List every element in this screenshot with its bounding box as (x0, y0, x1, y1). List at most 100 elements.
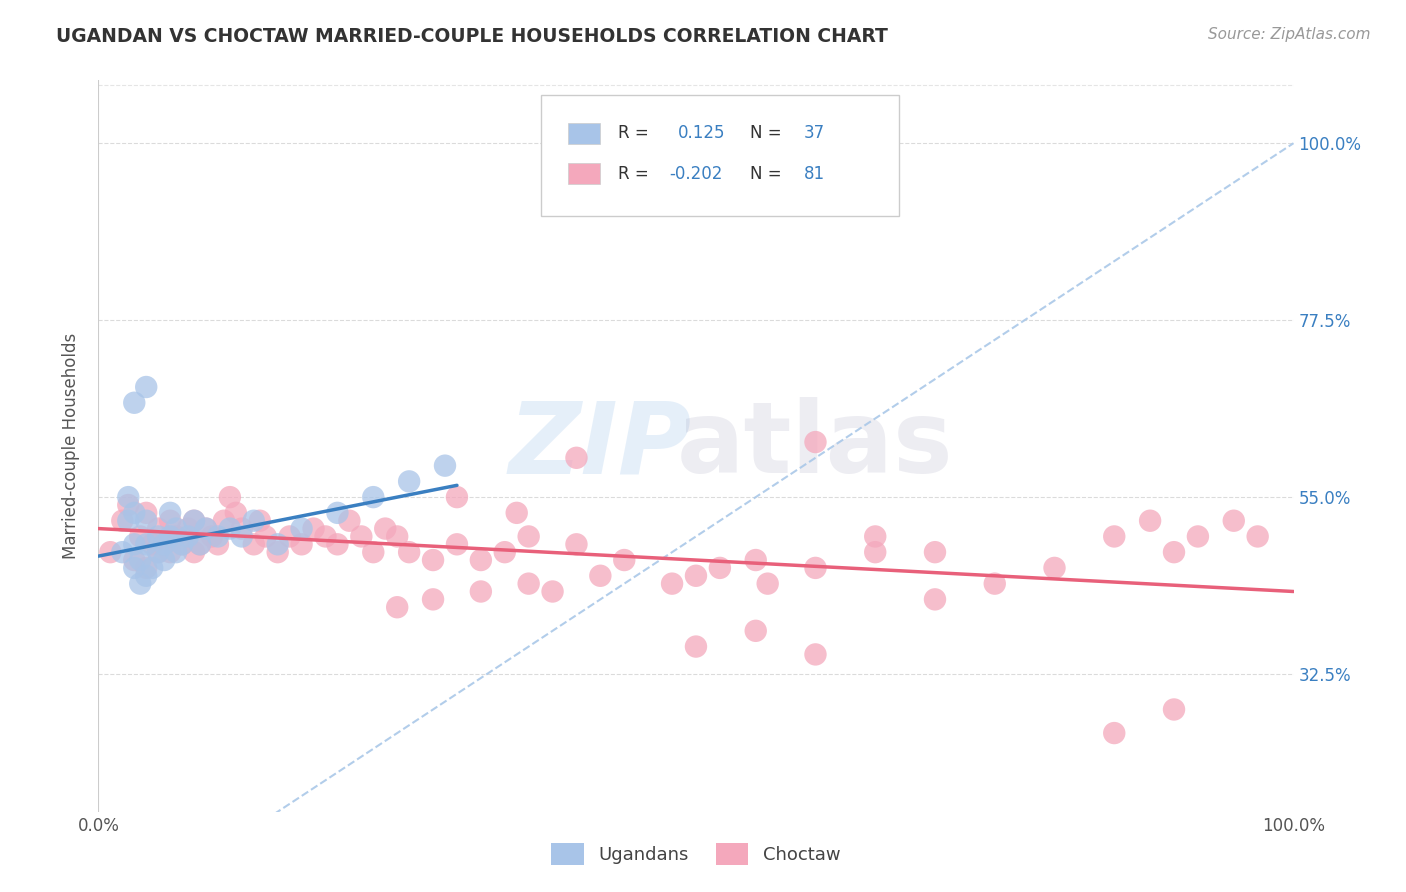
Point (201, 529, 224, 543)
Point (249, 514, 271, 528)
Text: R =: R = (619, 164, 650, 183)
Point (183, 514, 205, 528)
Point (117, 498, 139, 512)
Point (685, 568, 707, 582)
Point (153, 537, 176, 551)
Point (117, 514, 139, 528)
Text: UGANDAN VS CHOCTAW MARRIED-COUPLE HOUSEHOLDS CORRELATION CHART: UGANDAN VS CHOCTAW MARRIED-COUPLE HOUSEH… (56, 27, 889, 45)
Point (1139, 514, 1161, 528)
Point (924, 545, 946, 559)
Point (565, 450, 588, 465)
Point (153, 553, 176, 567)
Point (398, 475, 420, 489)
Point (159, 545, 181, 559)
Text: -0.202: -0.202 (669, 164, 723, 183)
Point (124, 537, 146, 551)
Point (446, 490, 468, 504)
Point (159, 514, 181, 528)
Point (267, 537, 290, 551)
Text: 37: 37 (804, 124, 825, 143)
Point (124, 553, 146, 567)
Point (924, 592, 946, 607)
Point (315, 529, 337, 543)
Point (1163, 545, 1185, 559)
Point (1104, 726, 1126, 740)
Point (541, 584, 564, 599)
Point (207, 529, 229, 543)
Text: Source: ZipAtlas.com: Source: ZipAtlas.com (1208, 27, 1371, 42)
Point (141, 537, 163, 551)
Point (470, 553, 492, 567)
Point (804, 435, 827, 450)
Point (254, 529, 277, 543)
Point (219, 490, 242, 504)
Point (517, 529, 540, 543)
Point (129, 576, 152, 591)
Y-axis label: Married-couple Households: Married-couple Households (62, 333, 80, 559)
Point (984, 576, 1007, 591)
Point (494, 545, 516, 559)
Point (159, 529, 181, 543)
Point (129, 529, 152, 543)
Text: R =: R = (619, 124, 650, 143)
FancyBboxPatch shape (541, 95, 900, 216)
Point (135, 506, 157, 520)
Point (148, 545, 170, 559)
Point (745, 553, 768, 567)
Point (188, 537, 211, 551)
Point (1043, 561, 1066, 575)
Point (398, 545, 420, 559)
Point (117, 490, 139, 504)
Point (195, 522, 218, 536)
Point (661, 576, 683, 591)
Point (804, 648, 827, 662)
Point (135, 537, 157, 551)
Point (219, 522, 242, 536)
Point (165, 522, 187, 536)
FancyBboxPatch shape (568, 163, 600, 184)
Point (243, 537, 266, 551)
Legend: Ugandans, Choctaw: Ugandans, Choctaw (544, 836, 848, 872)
Text: atlas: atlas (678, 398, 953, 494)
Point (865, 545, 887, 559)
Point (363, 545, 385, 559)
Point (124, 561, 146, 575)
Point (148, 529, 170, 543)
Point (183, 545, 205, 559)
Point (148, 522, 170, 536)
Point (804, 561, 827, 575)
Point (756, 576, 779, 591)
Point (141, 561, 163, 575)
Point (1187, 529, 1209, 543)
Point (153, 537, 176, 551)
Point (385, 600, 409, 615)
Point (434, 458, 457, 473)
Point (865, 529, 887, 543)
Point (709, 561, 731, 575)
Text: 0.125: 0.125 (678, 124, 725, 143)
Point (129, 553, 152, 567)
Point (165, 529, 187, 543)
Text: 81: 81 (804, 164, 825, 183)
Point (212, 514, 235, 528)
Point (589, 568, 612, 582)
Point (470, 584, 492, 599)
Text: N =: N = (749, 164, 782, 183)
Point (565, 537, 588, 551)
Point (422, 592, 444, 607)
Point (98, 545, 122, 559)
Point (506, 506, 529, 520)
Point (1247, 529, 1270, 543)
Point (1163, 702, 1185, 716)
Point (1104, 529, 1126, 543)
Point (385, 529, 409, 543)
Point (291, 537, 314, 551)
Point (135, 561, 157, 575)
Point (685, 640, 707, 654)
Point (231, 522, 253, 536)
Point (172, 537, 194, 551)
Point (326, 537, 349, 551)
Text: N =: N = (749, 124, 782, 143)
Point (195, 522, 218, 536)
Point (267, 545, 290, 559)
